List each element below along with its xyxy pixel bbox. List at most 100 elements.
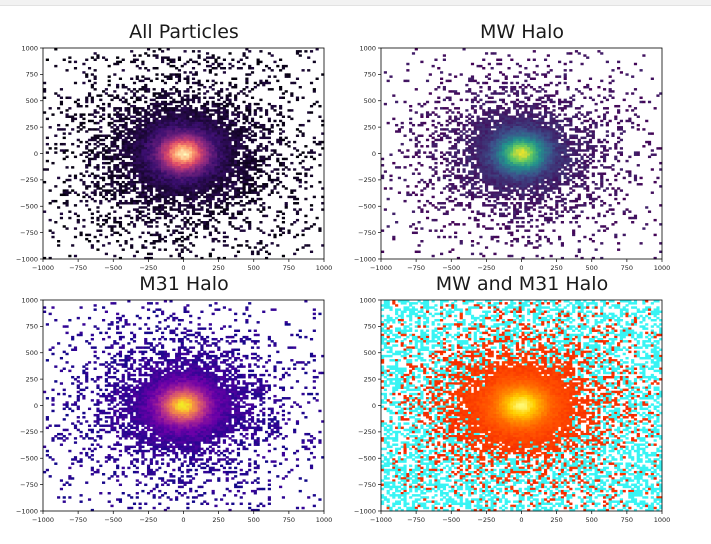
heatmap-cell <box>175 237 179 241</box>
heatmap-cell <box>253 202 257 205</box>
heatmap-cell <box>293 208 297 211</box>
heatmap-cell <box>71 128 75 131</box>
heatmap-cell <box>225 102 229 106</box>
heatmap-cell <box>552 121 556 125</box>
heatmap-cell <box>180 102 184 106</box>
heatmap-cell <box>262 246 266 249</box>
heatmap-cell <box>501 155 505 159</box>
heatmap-cell <box>107 161 111 165</box>
heatmap-cell <box>231 161 235 165</box>
heatmap-cell <box>161 206 165 209</box>
heatmap-cell <box>228 221 232 224</box>
heatmap-cell <box>501 147 505 150</box>
heatmap-cell <box>484 130 489 133</box>
heatmap-cell <box>110 126 114 129</box>
heatmap-cell <box>189 142 193 146</box>
heatmap-cell <box>577 142 581 146</box>
heatmap-cell <box>186 96 190 99</box>
heatmap-cell <box>236 159 241 163</box>
heatmap-cell <box>484 161 489 165</box>
heatmap-cell <box>591 119 595 123</box>
heatmap-cell <box>186 107 190 110</box>
heatmap-cell <box>617 159 621 163</box>
heatmap-cell <box>538 151 542 154</box>
heatmap-cell <box>284 166 288 169</box>
heatmap-cell <box>541 147 545 150</box>
heatmap-cell <box>214 151 218 154</box>
heatmap-cell <box>208 183 212 186</box>
heatmap-cell <box>205 138 210 142</box>
heatmap-cell <box>144 193 148 197</box>
heatmap-cell <box>499 147 503 150</box>
heatmap-cell <box>45 117 49 121</box>
heatmap-cell <box>186 77 190 80</box>
heatmap-cell <box>116 94 120 97</box>
heatmap-cell <box>172 107 176 110</box>
heatmap-cell <box>186 221 190 224</box>
heatmap-cell <box>279 58 283 62</box>
heatmap-cell <box>234 128 238 131</box>
heatmap-cell <box>636 153 640 156</box>
heatmap-cell <box>479 153 483 156</box>
heatmap-cell <box>194 134 198 137</box>
heatmap-cell <box>487 100 491 104</box>
heatmap-cell <box>518 147 522 150</box>
heatmap-cell <box>496 121 500 125</box>
heatmap-cell <box>149 197 153 201</box>
heatmap-cell <box>482 58 486 62</box>
heatmap-cell <box>116 183 120 186</box>
heatmap-cell <box>82 218 86 222</box>
heatmap-cell <box>411 132 416 135</box>
heatmap-cell <box>236 134 241 137</box>
heatmap-cell <box>166 214 170 218</box>
heatmap-cell <box>85 96 89 99</box>
heatmap-cell <box>479 134 483 137</box>
heatmap-cell <box>312 223 316 226</box>
heatmap-cell <box>617 111 621 114</box>
heatmap-cell <box>248 109 252 112</box>
heatmap-cell <box>543 151 548 154</box>
heatmap-cell <box>146 153 151 156</box>
heatmap-cell <box>177 193 182 197</box>
heatmap-cell <box>152 138 156 142</box>
heatmap-cell <box>535 153 539 156</box>
heatmap-cell <box>82 151 86 154</box>
heatmap-cell <box>602 149 607 152</box>
heatmap-cell <box>146 212 151 216</box>
heatmap-cell <box>532 140 536 144</box>
heatmap-cell <box>141 172 145 175</box>
heatmap-cell <box>563 136 567 140</box>
heatmap-cell <box>276 64 280 68</box>
heatmap-cell <box>541 134 545 137</box>
heatmap-cell <box>425 113 430 116</box>
heatmap-cell <box>434 58 438 62</box>
heatmap-cell <box>454 132 458 135</box>
heatmap-cell <box>220 126 224 129</box>
heatmap-cell <box>203 199 207 203</box>
heatmap-cell <box>569 102 573 106</box>
heatmap-cell <box>110 157 114 161</box>
heatmap-cell <box>236 66 241 70</box>
heatmap-cell <box>166 130 170 133</box>
heatmap-cell <box>161 195 165 199</box>
heatmap-cell <box>501 113 505 116</box>
heatmap-cell <box>420 115 424 118</box>
heatmap-cell <box>242 172 246 175</box>
heatmap-cell <box>484 157 489 161</box>
heatmap-cell <box>116 145 120 148</box>
heatmap-cell <box>273 151 277 154</box>
heatmap-cell <box>152 210 156 213</box>
heatmap-cell <box>248 221 252 224</box>
heatmap-cell <box>496 119 500 123</box>
heatmap-cell <box>228 62 232 66</box>
heatmap-cell <box>138 54 142 57</box>
heatmap-cell <box>510 142 514 146</box>
heatmap-cell <box>163 111 167 114</box>
heatmap-cell <box>602 153 607 156</box>
heatmap-cell <box>172 85 176 89</box>
heatmap-cell <box>158 187 162 190</box>
heatmap-cell <box>231 170 235 173</box>
heatmap-cell <box>490 147 494 150</box>
heatmap-cell <box>411 123 416 127</box>
heatmap-cell <box>211 145 215 148</box>
